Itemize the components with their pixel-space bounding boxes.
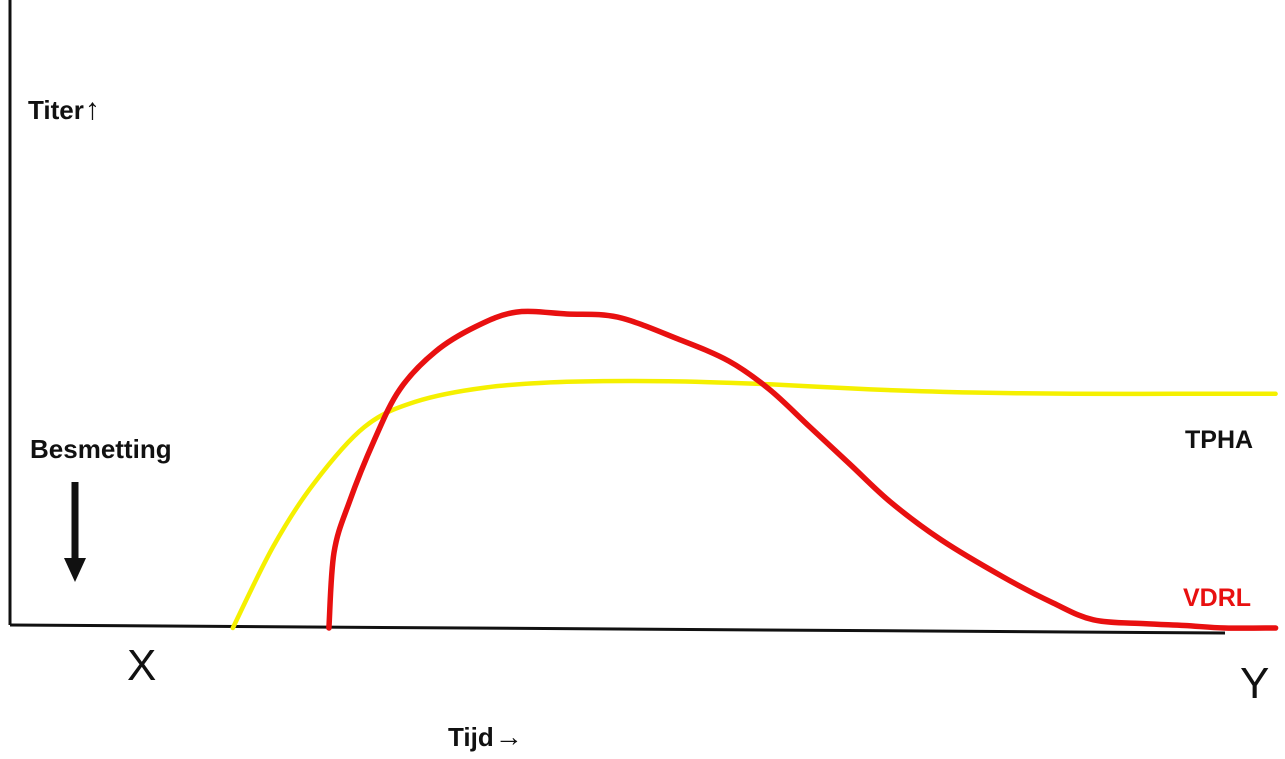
x-axis (9, 623, 1226, 635)
x-end-label: Y (1240, 659, 1269, 708)
tpha-series-label: TPHA (1185, 426, 1253, 454)
up-arrow-icon: ↑ (85, 93, 100, 126)
right-arrow-icon: → (495, 721, 523, 752)
x-axis-label: Tijd→ (448, 721, 523, 752)
x-start-label: X (127, 641, 156, 690)
vdrl-series-label: VDRL (1183, 584, 1251, 612)
annotation-label: Besmetting (30, 434, 172, 464)
tpha-series-line (230, 378, 1278, 631)
y-axis-label: Titer↑ (28, 93, 100, 126)
vdrl-series-line (326, 308, 1279, 631)
down-arrow-icon (64, 482, 86, 582)
